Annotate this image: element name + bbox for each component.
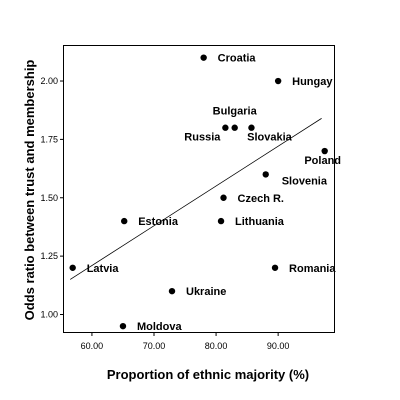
y-tick-label: 2.00 (40, 76, 58, 86)
data-point-hungay (274, 77, 282, 85)
point-label-latvia: Latvia (87, 263, 120, 275)
y-tick-label: 1.75 (40, 134, 58, 144)
y-tick-label: 1.25 (40, 251, 58, 261)
x-tick-label: 70.00 (143, 341, 166, 351)
data-points: Croatia Hungay Bulgaria Russia Slovakia Polan… (69, 53, 341, 333)
data-point-moldova (119, 322, 127, 330)
point-label-hungay: Hungay (292, 76, 333, 88)
data-point-russia (222, 124, 229, 131)
y-tick-label: 1.00 (40, 309, 58, 319)
point-label-poland: Poland (304, 155, 341, 167)
data-point-romania (271, 264, 279, 271)
data-point-slovenia (262, 171, 269, 178)
point-label-lithuania: Lithuania (235, 216, 285, 228)
point-label-romania: Romania (289, 263, 336, 275)
fit-line (69, 118, 322, 280)
axis-ticks: 60.00 70.00 80.00 90.00 1.00 1.25 1.50 1.75 2.00 (40, 76, 289, 351)
y-axis-title: Odds ratio between trust and membership (22, 60, 37, 321)
data-point-lithuania (217, 217, 225, 225)
data-point-poland (321, 147, 328, 155)
data-point-ukraine (168, 287, 176, 295)
x-tick-label: 60.00 (81, 341, 104, 351)
data-point-estonia (121, 217, 128, 225)
fit-line-group (69, 118, 322, 280)
data-point-latvia (69, 264, 76, 271)
point-label-moldova: Moldova (137, 321, 182, 333)
x-tick-label: 90.00 (267, 341, 290, 351)
point-label-czech-r: Czech R. (238, 193, 284, 205)
y-tick-label: 1.50 (40, 193, 58, 203)
data-point-croatia (200, 54, 207, 61)
point-label-croatia: Croatia (218, 53, 257, 65)
point-label-bulgaria: Bulgaria (213, 106, 258, 118)
data-point-slovakia (248, 124, 255, 131)
data-point-czech-r (220, 194, 227, 201)
point-label-ukraine: Ukraine (186, 286, 226, 298)
point-label-slovakia: Slovakia (247, 132, 293, 144)
x-tick-label: 80.00 (205, 341, 228, 351)
data-point-bulgaria (231, 124, 238, 131)
x-axis-title: Proportion of ethnic majority (%) (107, 367, 309, 382)
plot-frame (63, 45, 335, 333)
point-label-russia: Russia (184, 132, 221, 144)
point-label-slovenia: Slovenia (282, 175, 328, 187)
point-label-estonia: Estonia (138, 216, 179, 228)
